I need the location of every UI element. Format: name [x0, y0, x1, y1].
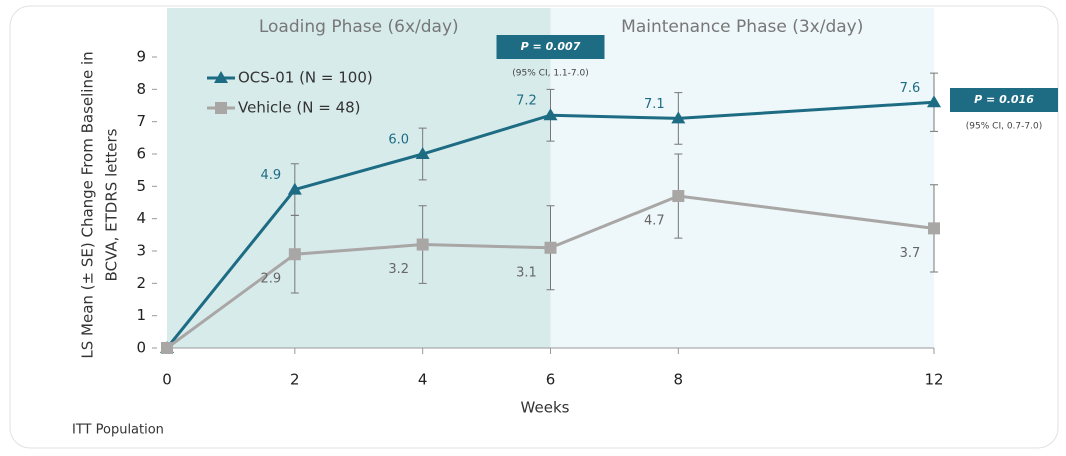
legend-marker: [215, 102, 227, 114]
y-axis-label: LS Mean (± SE) Change From Baseline in: [79, 51, 97, 358]
phase-label: Loading Phase (6x/day): [259, 17, 459, 37]
data-label: 4.9: [260, 168, 281, 183]
series-line: [165, 100, 935, 349]
annotation-text: P = 0.007: [521, 40, 581, 53]
marker: [671, 111, 686, 124]
x-tick-label: 6: [546, 371, 556, 389]
marker: [415, 147, 430, 159]
y-axis-label: BCVA, ETDRS letters: [103, 128, 121, 281]
marker: [288, 248, 301, 261]
marker: [672, 190, 685, 203]
annotation-text: P = 0.016: [974, 93, 1034, 106]
marker: [416, 238, 429, 251]
data-label: 6.0: [388, 133, 409, 148]
x-tick-label: 8: [674, 371, 684, 389]
y-tick-label: 7: [136, 112, 146, 130]
marker: [544, 241, 557, 254]
x-tick-label: 2: [290, 371, 300, 389]
y-tick-label: 3: [136, 242, 146, 260]
marker: [543, 108, 558, 121]
x-tick-label: 12: [924, 371, 943, 389]
y-tick-label: 1: [136, 306, 146, 324]
data-label: 3.7: [900, 246, 921, 261]
annotation-box: [950, 88, 1058, 112]
annotation-note: (95% CI, 1.1-7.0): [512, 69, 588, 79]
phase-band: [550, 8, 934, 348]
legend-label: OCS-01 (N = 100): [238, 69, 373, 87]
x-tick-label: 4: [418, 371, 428, 389]
y-tick-label: 6: [136, 145, 146, 163]
y-tick-label: 9: [136, 48, 146, 66]
x-tick-label: 0: [162, 371, 172, 389]
footnote: ITT Population: [72, 423, 164, 438]
y-tick-label: 2: [136, 274, 146, 292]
phase-band: [167, 8, 551, 348]
marker: [927, 95, 941, 108]
annotation-note: (95% CI, 0.7-7.0): [966, 122, 1042, 132]
phase-label: Maintenance Phase (3x/day): [621, 17, 863, 37]
annotation-box: [496, 35, 605, 59]
x-axis-label: Weeks: [521, 399, 570, 417]
y-tick-label: 0: [136, 339, 146, 357]
data-label: 7.1: [644, 97, 665, 112]
legend-marker: [214, 71, 228, 83]
series-line: [166, 194, 935, 350]
y-tick-label: 8: [136, 80, 146, 98]
data-label: 2.9: [260, 272, 281, 287]
y-tick-label: 5: [136, 177, 146, 195]
legend-label: Vehicle (N = 48): [238, 99, 361, 117]
marker: [928, 222, 940, 235]
marker: [161, 342, 173, 354]
data-label: 7.6: [900, 81, 921, 96]
data-label: 3.2: [388, 262, 409, 277]
marker: [287, 182, 302, 195]
y-tick-label: 4: [136, 209, 146, 227]
data-label: 7.2: [516, 94, 537, 109]
data-label: 4.7: [644, 214, 665, 229]
data-label: 3.1: [516, 265, 537, 280]
